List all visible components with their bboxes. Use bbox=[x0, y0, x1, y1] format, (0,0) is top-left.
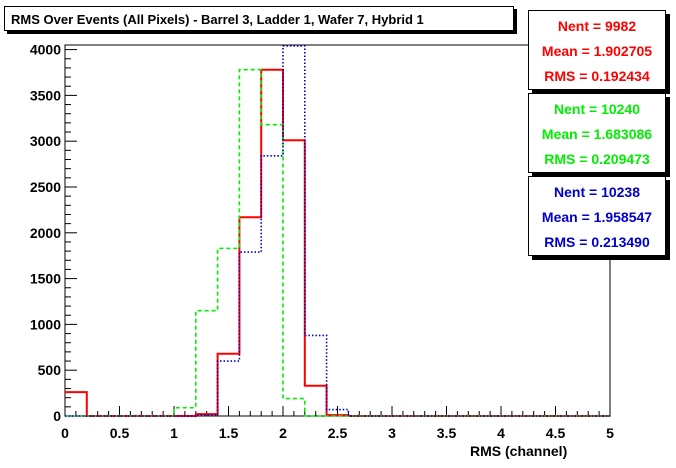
x-tick-label: 3.5 bbox=[437, 425, 457, 441]
y-tick-label: 2500 bbox=[30, 179, 61, 195]
y-tick-label: 4000 bbox=[30, 42, 61, 58]
y-tick-label: 1000 bbox=[30, 316, 61, 332]
stats-box-red: Nent = 9982 Mean = 1.902705 RMS = 0.1924… bbox=[528, 10, 666, 90]
stat-nent: Nent = 10238 bbox=[554, 184, 640, 200]
stat-nent: Nent = 9982 bbox=[557, 18, 637, 34]
stat-nent: Nent = 10240 bbox=[554, 101, 640, 117]
y-tick-label: 500 bbox=[38, 362, 62, 378]
y-tick-label: 1500 bbox=[30, 271, 61, 287]
y-tick-label: 3000 bbox=[30, 133, 61, 149]
stats-box-blue: Nent = 10238 Mean = 1.958547 RMS = 0.213… bbox=[528, 176, 666, 256]
y-tick-label: 3500 bbox=[30, 87, 61, 103]
x-tick-label: 4 bbox=[497, 425, 505, 441]
x-axis-label: RMS (channel) bbox=[470, 443, 568, 459]
x-tick-label: 3 bbox=[388, 425, 396, 441]
histogram-series-1 bbox=[65, 68, 610, 417]
stat-rms: RMS = 0.192434 bbox=[544, 68, 650, 84]
chart-title: RMS Over Events (All Pixels) - Barrel 3,… bbox=[4, 6, 514, 31]
stat-mean: Mean = 1.683086 bbox=[541, 126, 653, 142]
stat-rms: RMS = 0.213490 bbox=[544, 234, 650, 250]
x-tick-label: 5 bbox=[606, 425, 614, 441]
y-tick-label: 0 bbox=[53, 408, 61, 424]
x-tick-label: 4.5 bbox=[546, 425, 566, 441]
x-tick-label: 0 bbox=[61, 425, 69, 441]
stats-box-green: Nent = 10240 Mean = 1.683086 RMS = 0.209… bbox=[528, 93, 666, 173]
x-tick-label: 0.5 bbox=[110, 425, 130, 441]
stat-mean: Mean = 1.902705 bbox=[541, 43, 653, 59]
x-tick-label: 2 bbox=[279, 425, 287, 441]
y-tick-label: 2000 bbox=[30, 225, 61, 241]
stat-rms: RMS = 0.209473 bbox=[544, 151, 650, 167]
x-tick-label: 1.5 bbox=[219, 425, 239, 441]
x-tick-label: 2.5 bbox=[328, 425, 348, 441]
stat-mean: Mean = 1.958547 bbox=[541, 209, 653, 225]
histogram-series-2 bbox=[65, 45, 610, 417]
x-tick-label: 1 bbox=[170, 425, 178, 441]
